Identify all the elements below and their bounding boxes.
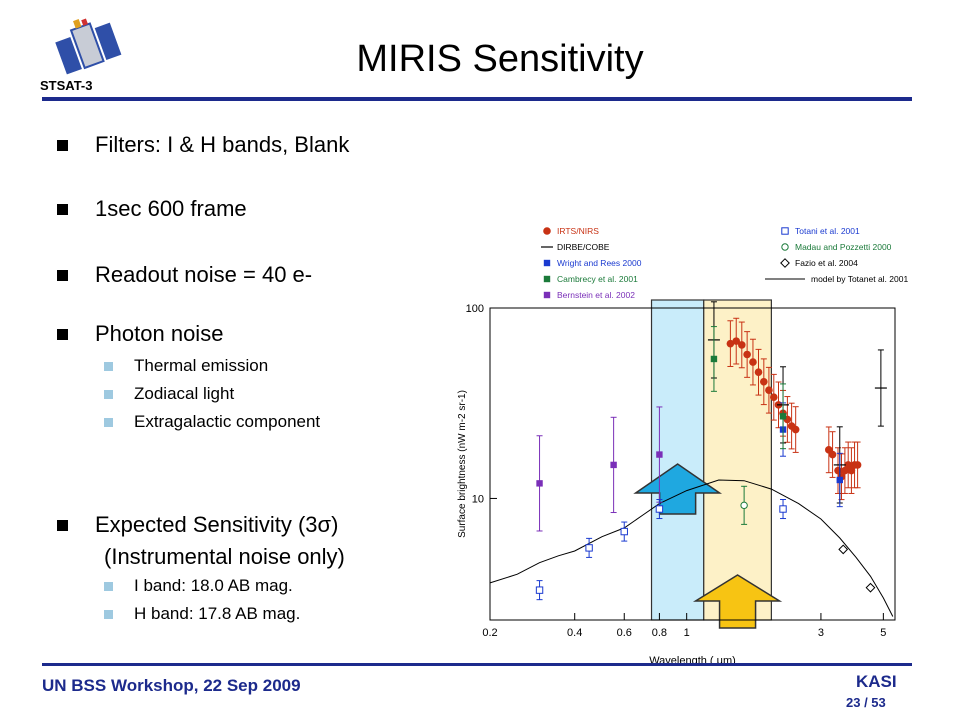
slide-title: MIRIS Sensitivity — [356, 38, 644, 80]
point-0-22 — [853, 461, 862, 469]
point-0-4 — [749, 358, 757, 366]
legend-right-label-1: Madau and Pozzetti 2000 — [795, 242, 892, 252]
legend-left-marker-2 — [543, 259, 551, 267]
legend-left-label-2: Wright and Rees 2000 — [557, 258, 642, 268]
point-0-5 — [754, 368, 763, 377]
series-3 — [710, 326, 787, 450]
x-tick-label-4: 1 — [684, 627, 690, 639]
x-tick-label-3: 0.8 — [652, 627, 667, 639]
sensitivity-note: (Instrumental noise only) — [104, 544, 345, 569]
logo-label: STSAT-3 — [40, 78, 93, 93]
point-0-2 — [737, 341, 746, 349]
band-1 — [703, 299, 772, 621]
legend-right-marker-1 — [781, 243, 789, 251]
point-0-15 — [828, 450, 837, 459]
page-number: 23 / 53 — [846, 695, 886, 710]
point-0-18 — [841, 466, 849, 475]
point-0-20 — [847, 466, 856, 475]
legend-right-label-2: Fazio et al. 2004 — [795, 258, 858, 268]
point-0-1 — [732, 337, 741, 345]
legend-left-label-0: IRTS/NIRS — [557, 226, 599, 236]
footer-org: KASI — [856, 672, 897, 691]
header-divider — [42, 97, 912, 101]
legend-right-marker-2 — [780, 258, 790, 268]
legend-right-label-0: Totani et al. 2001 — [795, 226, 860, 236]
legend-left-marker-4 — [543, 291, 551, 299]
x-tick-label-5: 3 — [818, 627, 824, 639]
point-2-1 — [836, 476, 843, 484]
series-5 — [535, 498, 787, 601]
x-tick-label-2: 0.6 — [617, 627, 632, 639]
series-0 — [726, 317, 862, 501]
point-7-1 — [865, 582, 876, 593]
h-band-arrow — [692, 574, 783, 629]
point-7-0 — [838, 544, 849, 555]
point-3-1 — [779, 413, 787, 420]
point-0-0 — [726, 339, 735, 348]
point-0-8 — [770, 393, 778, 402]
band-0 — [650, 299, 705, 621]
footer-event: UN BSS Workshop, 22 Sep 2009 — [42, 676, 301, 695]
ebl-chart: 0.2 0.4 0.6 0.8 1 3 5 100 10 Wavelength ( μm) Surf… — [457, 226, 908, 666]
y-tick-label-0: 100 — [466, 303, 484, 315]
footer-divider — [42, 663, 912, 666]
y-tick-label-1: 10 — [472, 493, 484, 505]
series-4 — [536, 406, 663, 532]
x-axis-label: Wavelength ( μm) — [649, 655, 736, 666]
plot-frame — [489, 307, 896, 621]
point-0-6 — [760, 377, 768, 386]
point-5-1 — [585, 544, 593, 552]
point-0-3 — [743, 350, 751, 359]
legend-left-label-3: Cambrecy et al. 2001 — [557, 274, 638, 284]
point-5-4 — [779, 505, 787, 513]
legend-left-label-4: Bernstein et al. 2002 — [557, 290, 635, 300]
legend-right-label-3: model by Totanet al. 2001 — [811, 274, 908, 284]
x-tick-label-1: 0.4 — [567, 627, 582, 639]
point-5-3 — [655, 505, 664, 513]
point-5-2 — [620, 527, 628, 536]
y-axis-label: Surface brightness (nW m-2 sr-1) — [457, 390, 468, 538]
legend-right-marker-0 — [781, 227, 789, 235]
series-6 — [740, 485, 748, 525]
point-4-2 — [656, 451, 663, 458]
legend-left-marker-3 — [543, 275, 551, 283]
point-3-0 — [710, 355, 718, 363]
legend-left-label-1: DIRBE/COBE — [557, 242, 610, 252]
point-0-19 — [844, 461, 852, 469]
series-7 — [838, 544, 876, 593]
point-5-0 — [535, 586, 544, 594]
point-4-0 — [536, 480, 543, 487]
point-0-13 — [791, 425, 800, 434]
x-tick-label-0: 0.2 — [482, 627, 497, 639]
legend-left-marker-0 — [543, 227, 551, 235]
satellite-logo-icon — [55, 18, 122, 75]
point-6-0 — [740, 501, 748, 510]
point-4-1 — [610, 461, 617, 469]
x-tick-label-6: 5 — [880, 627, 886, 639]
point-0-7 — [765, 386, 773, 395]
model-curve — [489, 479, 894, 617]
